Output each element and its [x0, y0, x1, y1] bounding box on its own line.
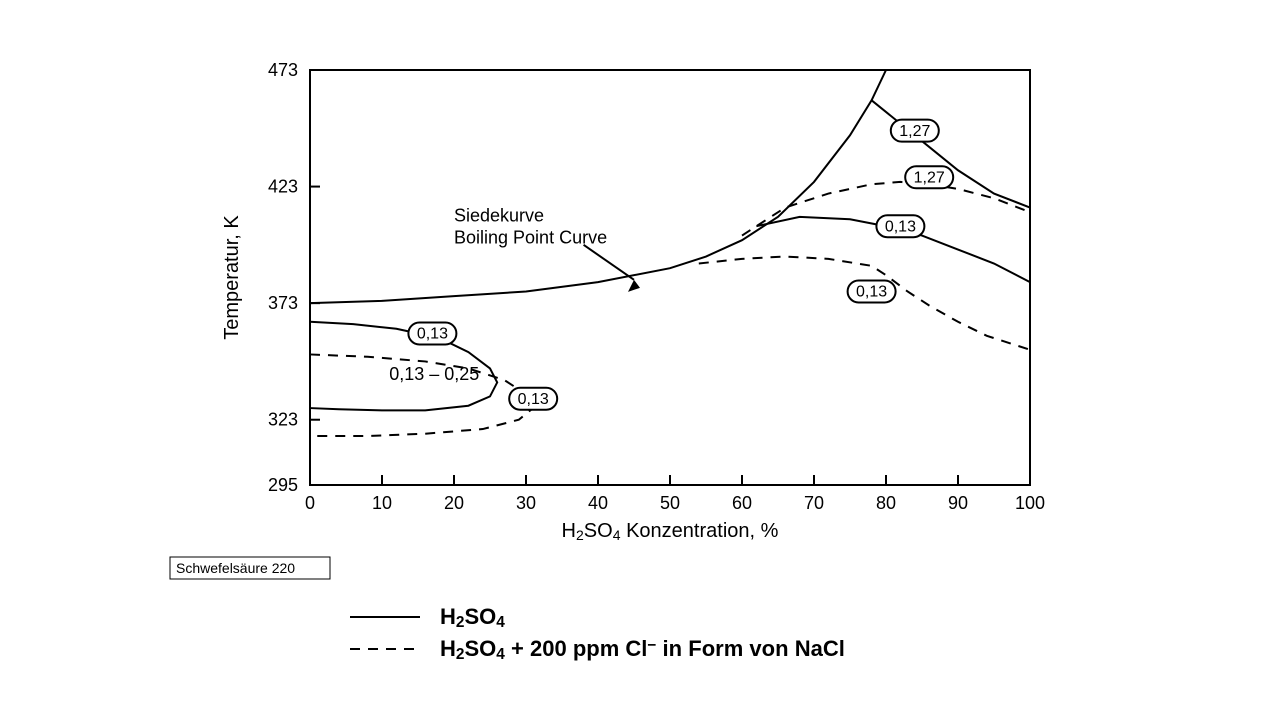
y-axis-ticks: 295 323 373 423 473 [268, 60, 320, 495]
svg-text:50: 50 [660, 493, 680, 513]
svg-text:1,27: 1,27 [914, 169, 945, 186]
svg-text:10: 10 [372, 493, 392, 513]
svg-text:20: 20 [444, 493, 464, 513]
y-axis-label: Temperatur, K [221, 215, 243, 340]
svg-text:40: 40 [588, 493, 608, 513]
svg-text:295: 295 [268, 475, 298, 495]
x-axis-ticks: 0 10 20 30 40 50 60 70 80 90 100 [305, 475, 1045, 513]
svg-text:60: 60 [732, 493, 752, 513]
svg-text:Schwefelsäure 220: Schwefelsäure 220 [176, 560, 295, 576]
svg-text:H2SO4 + 200 ppm Cl− in Form vo: H2SO4 + 200 ppm Cl− in Form von NaCl [440, 636, 845, 663]
solid-boiling [310, 70, 886, 303]
legend: H2SO4 H2SO4 + 200 ppm Cl− in Form von NaC… [350, 604, 845, 663]
svg-text:473: 473 [268, 60, 298, 80]
x-axis-label: H2SO4 Konzentration, % [562, 520, 779, 543]
svg-text:100: 100 [1015, 493, 1045, 513]
reference-footer-box: Schwefelsäure 220 [170, 557, 330, 579]
svg-text:373: 373 [268, 293, 298, 313]
svg-text:30: 30 [516, 493, 536, 513]
solid-s_1_27 [872, 100, 1030, 207]
svg-text:70: 70 [804, 493, 824, 513]
svg-text:0,13: 0,13 [417, 326, 448, 343]
inline-range-label: 0,13 – 0,25 [389, 364, 479, 384]
svg-text:0,13: 0,13 [885, 218, 916, 235]
svg-text:0,13: 0,13 [856, 284, 887, 301]
svg-text:Siedekurve: Siedekurve [454, 206, 544, 226]
svg-text:90: 90 [948, 493, 968, 513]
isocorrosion-chart: 295 323 373 423 473 Temperatur, K 0 10 20 30 40 5… [0, 0, 1280, 720]
svg-text:323: 323 [268, 410, 298, 430]
svg-text:0,13: 0,13 [518, 391, 549, 408]
svg-text:80: 80 [876, 493, 896, 513]
svg-text:1,27: 1,27 [899, 123, 930, 140]
svg-text:H2SO4: H2SO4 [440, 604, 505, 631]
svg-text:0: 0 [305, 493, 315, 513]
svg-text:423: 423 [268, 177, 298, 197]
